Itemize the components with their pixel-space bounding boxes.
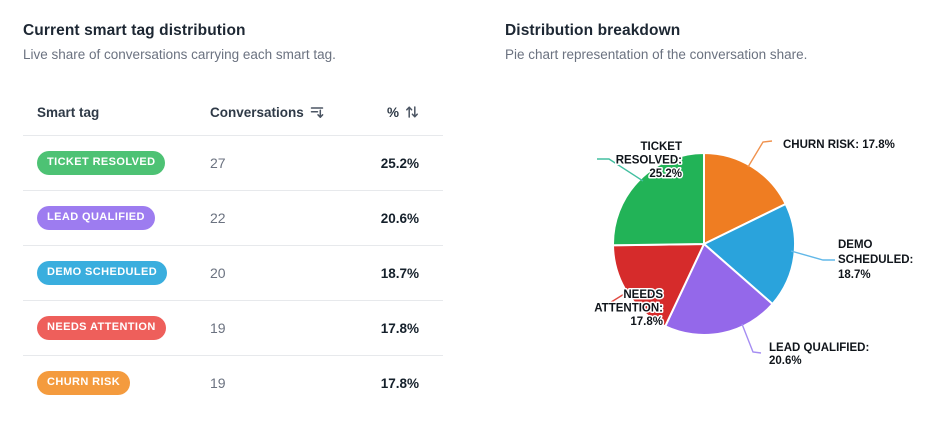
pie-slice-label: NEEDS ATTENTION: 17.8% — [594, 289, 663, 328]
panel-subtitle: Pie chart representation of the conversa… — [505, 47, 808, 62]
conversations-value: 22 — [210, 210, 226, 226]
conversations-value: 20 — [210, 265, 226, 281]
percent-value: 17.8% — [380, 320, 419, 336]
table-row: CHURN RISK 19 17.8% — [23, 355, 443, 410]
pie-slice-label: LEAD QUALIFIED: 20.6% — [769, 342, 869, 367]
conversations-value: 27 — [210, 155, 226, 171]
column-label: % — [386, 104, 399, 120]
percent-value: 25.2% — [380, 155, 419, 171]
smart-tag-cell: CHURN RISK — [37, 371, 210, 395]
percent-value: 17.8% — [380, 375, 419, 391]
pie-slice — [611, 152, 705, 247]
sort-up-down-icon[interactable] — [405, 105, 419, 119]
pie-slice — [612, 243, 705, 328]
conversations-value: 19 — [210, 320, 226, 336]
panel-title: Current smart tag distribution — [23, 22, 246, 39]
panel-subtitle: Live share of conversations carrying eac… — [23, 47, 336, 62]
pie-chart: CHURN RISK: 17.8% DEMO SCHEDULED: 18.7% LEAD… — [593, 138, 915, 369]
leader-line — [741, 323, 762, 354]
smart-tag-badge: NEEDS ATTENTION — [37, 316, 166, 340]
column-header-smart-tag: Smart tag — [37, 105, 210, 120]
smart-tag-badge: TICKET RESOLVED — [37, 151, 166, 175]
pie-slice — [703, 152, 787, 245]
column-label: Smart tag — [37, 104, 100, 120]
table-body: TICKET RESOLVED 27 25.2% LEAD QUALIFIED 22 20… — [23, 136, 443, 410]
pie-slice — [703, 203, 796, 305]
smart-tag-cell: LEAD QUALIFIED — [37, 206, 210, 230]
smart-tag-table: Smart tag Conversations % — [23, 89, 443, 410]
smart-tag-badge: DEMO SCHEDULED — [37, 261, 168, 285]
pie-slice-label: CHURN RISK: 17.8% — [783, 139, 895, 151]
table-header-row: Smart tag Conversations % — [23, 89, 443, 136]
distribution-breakdown-panel: Distribution breakdown Pie chart represe… — [505, 22, 943, 369]
pie-slice-label: DEMO SCHEDULED: 18.7% — [838, 239, 913, 281]
pie-slice-label: TICKET RESOLVED: 25.2% — [616, 141, 682, 180]
leader-line — [747, 140, 773, 168]
smart-tag-badge: LEAD QUALIFIED — [37, 206, 155, 230]
smart-tag-cell: NEEDS ATTENTION — [37, 316, 210, 340]
table-row: NEEDS ATTENTION 19 17.8% — [23, 300, 443, 355]
table-row: DEMO SCHEDULED 20 18.7% — [23, 245, 443, 300]
table-row: LEAD QUALIFIED 22 20.6% — [23, 190, 443, 245]
panel-title: Distribution breakdown — [505, 22, 681, 39]
smart-tag-cell: DEMO SCHEDULED — [37, 261, 210, 285]
percent-value: 18.7% — [380, 265, 419, 281]
leader-line — [790, 250, 835, 261]
column-label: Conversations — [210, 104, 304, 120]
leader-line — [597, 158, 644, 182]
smart-tag-cell: TICKET RESOLVED — [37, 151, 210, 175]
conversations-value: 19 — [210, 375, 226, 391]
percent-value: 20.6% — [380, 210, 419, 226]
smart-tag-badge: CHURN RISK — [37, 371, 131, 395]
pie-slice — [664, 243, 774, 337]
leader-line — [607, 290, 630, 305]
column-header-conversations[interactable]: Conversations — [210, 105, 378, 120]
table-row: TICKET RESOLVED 27 25.2% — [23, 136, 443, 190]
smart-tag-distribution-panel: Current smart tag distribution Live shar… — [23, 22, 443, 410]
column-header-percent[interactable]: % — [378, 105, 419, 120]
sort-descending-icon[interactable] — [310, 105, 324, 119]
